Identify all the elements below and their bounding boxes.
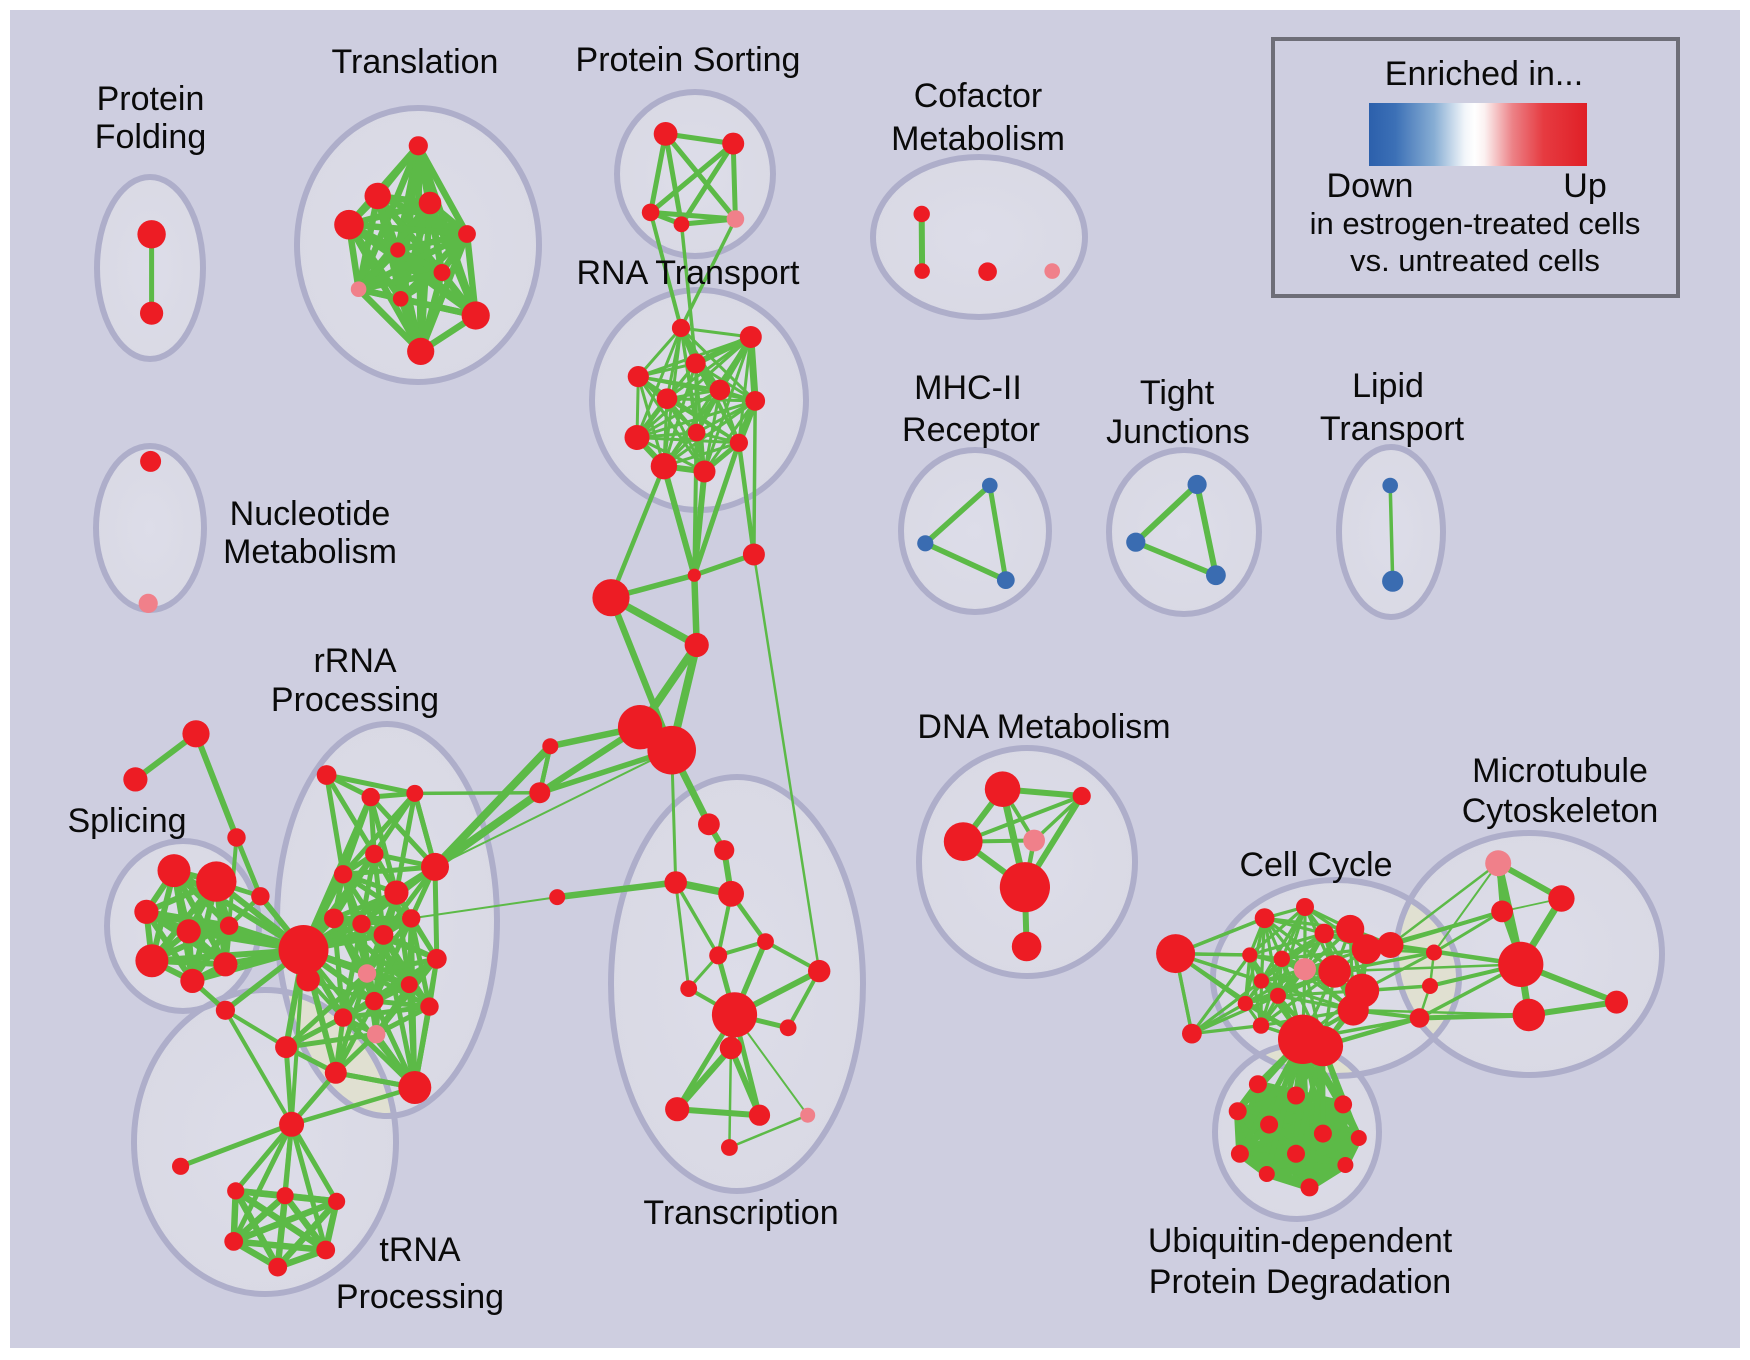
svg-text:Cofactor: Cofactor bbox=[914, 77, 1043, 115]
svg-text:Down: Down bbox=[1327, 167, 1414, 205]
svg-text:Cytoskeleton: Cytoskeleton bbox=[1462, 792, 1659, 830]
svg-text:Transcription: Transcription bbox=[643, 1194, 838, 1232]
svg-text:Receptor: Receptor bbox=[902, 411, 1040, 449]
svg-text:Microtubule: Microtubule bbox=[1472, 752, 1648, 790]
svg-text:MHC-II: MHC-II bbox=[914, 369, 1022, 407]
svg-text:Ubiquitin-dependent: Ubiquitin-dependent bbox=[1148, 1222, 1453, 1260]
svg-text:Lipid: Lipid bbox=[1352, 367, 1424, 405]
svg-text:Protein Sorting: Protein Sorting bbox=[576, 41, 801, 79]
svg-text:Cell Cycle: Cell Cycle bbox=[1239, 846, 1392, 884]
svg-text:Nucleotide: Nucleotide bbox=[230, 495, 391, 533]
svg-text:DNA Metabolism: DNA Metabolism bbox=[917, 708, 1170, 746]
svg-text:tRNA: tRNA bbox=[379, 1231, 461, 1269]
svg-text:Protein Degradation: Protein Degradation bbox=[1149, 1263, 1451, 1301]
svg-text:Splicing: Splicing bbox=[67, 802, 186, 840]
svg-text:in estrogen-treated cells: in estrogen-treated cells bbox=[1310, 206, 1641, 241]
svg-text:Folding: Folding bbox=[95, 118, 207, 156]
svg-text:Up: Up bbox=[1563, 167, 1606, 205]
svg-text:Metabolism: Metabolism bbox=[891, 120, 1065, 158]
svg-text:Enriched in...: Enriched in... bbox=[1385, 55, 1583, 93]
svg-text:Junctions: Junctions bbox=[1106, 413, 1250, 451]
svg-text:vs. untreated cells: vs. untreated cells bbox=[1350, 243, 1600, 278]
svg-text:Processing: Processing bbox=[336, 1278, 504, 1316]
svg-text:Transport: Transport bbox=[1320, 410, 1465, 448]
svg-text:Metabolism: Metabolism bbox=[223, 533, 397, 571]
svg-text:Protein: Protein bbox=[97, 80, 205, 118]
svg-text:rRNA: rRNA bbox=[313, 642, 396, 680]
svg-text:RNA Transport: RNA Transport bbox=[577, 254, 801, 292]
svg-text:Processing: Processing bbox=[271, 681, 439, 719]
svg-text:Translation: Translation bbox=[332, 43, 499, 81]
svg-text:Tight: Tight bbox=[1140, 374, 1215, 412]
